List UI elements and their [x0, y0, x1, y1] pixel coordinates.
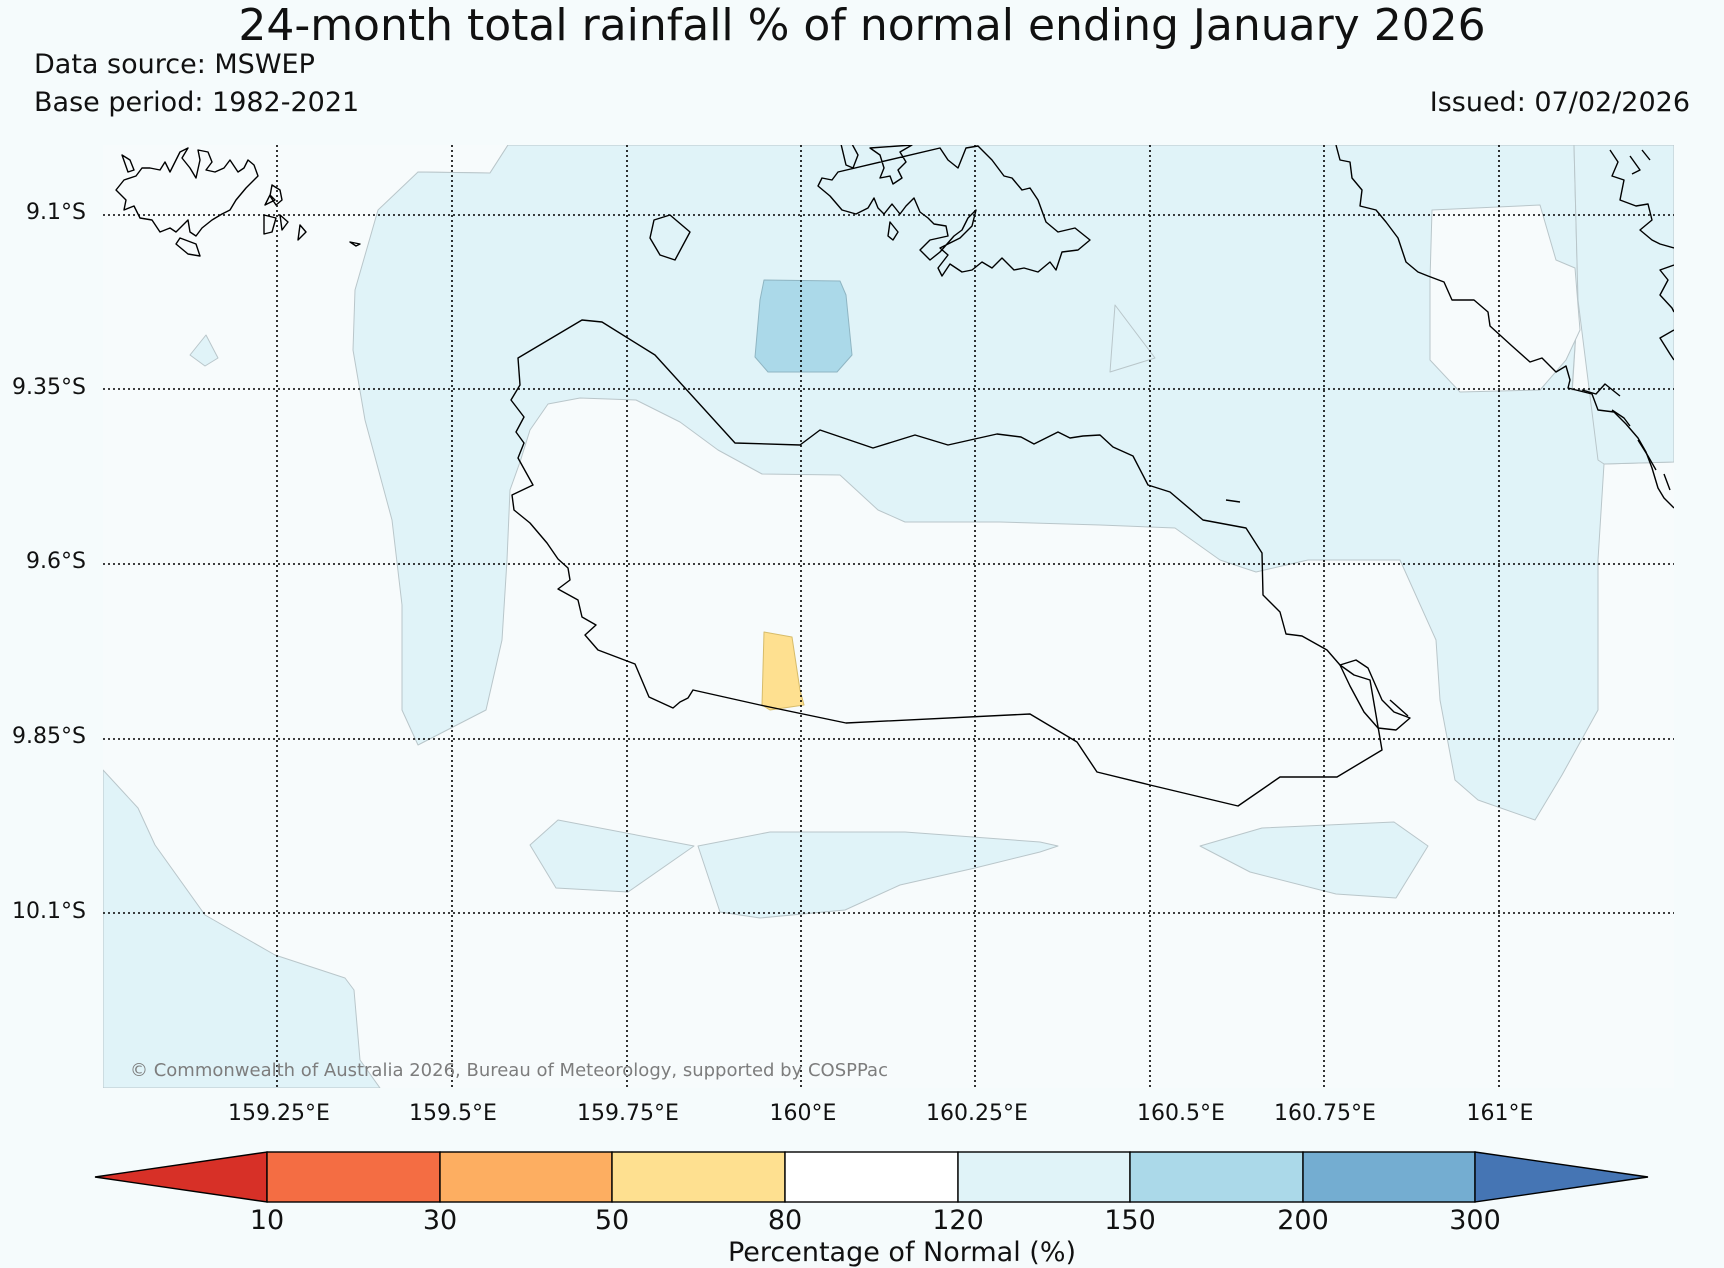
colorbar-tick: 150 [1104, 1205, 1156, 1236]
lon-label: 160.25°E [926, 1101, 1028, 1126]
colorbar-tick: 120 [932, 1205, 984, 1236]
rainfall-region-120-150-south-a [529, 819, 695, 893]
colorbar-tick: 300 [1449, 1205, 1501, 1236]
coastline-florida-islands-east [817, 145, 1091, 277]
data-source: Data source: MSWEP [34, 49, 315, 80]
lat-label: 9.35°S [12, 375, 86, 400]
coastline-florida-islands-west [115, 147, 361, 257]
lon-label: 161°E [1466, 1101, 1534, 1126]
gridlines [103, 145, 1674, 1088]
rainfall-region-120-150-east-hole [1429, 204, 1581, 393]
coastline-guadalcanal [510, 319, 1383, 807]
coastline-savo [649, 214, 691, 261]
map-title: 24-month total rainfall % of normal endi… [238, 0, 1486, 51]
colorbar-tick: 50 [594, 1205, 630, 1236]
coastlines [115, 145, 1674, 807]
colorbar-tick: 200 [1277, 1205, 1329, 1236]
colorbar-tick: 30 [422, 1205, 458, 1236]
colorbar-tick: 10 [249, 1205, 285, 1236]
rainfall-region-120-150-southwest [103, 769, 381, 1088]
issued-date: Issued: 07/02/2026 [1429, 87, 1690, 118]
coastline-malaita [1335, 145, 1674, 509]
lon-label: 160°E [769, 1101, 837, 1126]
colorbar-label: Percentage of Normal (%) [727, 1237, 1077, 1268]
rainfall-region-120-150-northwest-islet [189, 334, 219, 367]
lon-label: 159.25°E [228, 1101, 330, 1126]
rainfall-region-120-150-south-b [697, 831, 1059, 919]
rainfall-region-120-150-south-c [1199, 821, 1429, 899]
lat-label: 9.6°S [26, 549, 86, 574]
lat-label: 9.85°S [12, 724, 86, 749]
lat-label: 10.1°S [12, 899, 86, 924]
coastline-guadalcanal-east-islets [1339, 659, 1411, 731]
copyright-text: © Commonwealth of Australia 2026, Bureau… [130, 1060, 888, 1081]
lat-label: 9.1°S [26, 200, 86, 225]
lon-label: 159.75°E [577, 1101, 679, 1126]
coastline-malaita-northeast [1225, 149, 1674, 503]
rainfall-region-120-150-east-island [1573, 145, 1674, 465]
base-period: Base period: 1982-2021 [34, 87, 360, 118]
lon-label: 160.5°E [1137, 1101, 1225, 1126]
lon-label: 160.75°E [1274, 1101, 1376, 1126]
rainfall-region-150-200 [754, 279, 853, 373]
colorbar-tick: 80 [767, 1205, 803, 1236]
lon-label: 159.5°E [409, 1101, 497, 1126]
